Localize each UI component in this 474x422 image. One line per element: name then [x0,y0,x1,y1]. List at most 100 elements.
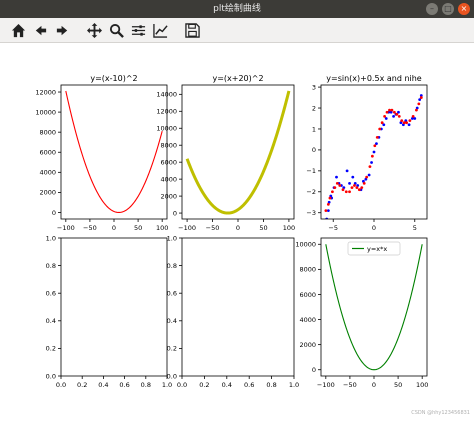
x-tick-label: 0.8 [266,381,276,389]
y-tick-label: 0.8 [46,262,56,270]
y-tick-label: 2 [312,104,316,112]
x-tick-label: 0.2 [77,381,87,389]
x-tick-label: −50 [206,224,220,232]
y-tick-label: 3 [312,83,316,91]
window-title: plt绘制曲线 [213,4,261,14]
x-tick-label: 0 [372,381,376,389]
y-tick-label: 0.4 [46,317,56,325]
maximize-button[interactable]: □ [442,3,454,15]
back-icon[interactable] [30,20,50,40]
x-tick-label: 0.4 [222,381,232,389]
scatter-point-nihe-3 [328,196,332,200]
x-tick-label: 0.6 [119,381,129,389]
subplot-1: −100 −50 0 50 100 0 2000 4000 6000 8000 10000 12000… [35,74,168,232]
scatter-point-nihe-26 [388,108,391,112]
scatter-point-nihe-2 [326,202,330,206]
y-tick-label: 10000 [35,108,56,116]
x-tick-label: −50 [83,224,97,232]
subplot-title: y=(x-10)^2 [90,74,137,83]
plot-area [65,90,163,214]
edit-axis-icon[interactable] [150,20,170,40]
close-button[interactable]: × [458,3,470,15]
subplot-3: −5 0 5 −3 −2 −1 0 1 2 3 y=sin(x)+0.5x and nihe [306,74,428,232]
x-tick-label: 0.0 [56,381,66,389]
y-tick-label: 14000 [156,91,177,99]
scatter-point-nihe-29 [395,112,399,116]
scatter-point-nihe-4 [331,190,334,194]
subplot-title: y=(x+20)^2 [212,74,263,83]
x-tick-label: 1.0 [289,381,299,389]
zoom-icon[interactable] [106,20,126,40]
scatter-point-nihe-13 [355,186,359,189]
scatter-point-nihe-34 [408,119,412,122]
forward-icon[interactable] [52,20,72,40]
scatter-point-data-25 [382,123,386,127]
y-tick-label: 2000 [39,189,56,197]
y-tick-label: 6000 [160,158,177,166]
x-tick-label: 0 [112,224,116,232]
x-tick-label: 100 [283,224,295,232]
scatter-point-nihe-27 [390,108,394,112]
y-tick-label: 4000 [160,175,177,183]
x-tick-label: 5 [413,224,417,232]
scatter-point-nihe-36 [415,108,418,112]
y-tick-label: 8000 [39,128,56,136]
save-icon[interactable] [182,20,202,40]
scatter-point-nihe-19 [370,154,374,158]
y-tick-label: 0 [173,209,177,217]
plot-area [185,90,291,215]
axes-frame [60,84,168,220]
scatter-point-nihe-35 [411,115,415,118]
scatter-point-data-37 [413,117,417,120]
scatter-point-data-26 [384,117,388,120]
series-line-1 [185,90,291,215]
x-tick-label: 0.0 [177,381,187,389]
y-tick-label: 0.4 [167,317,177,325]
y-tick-label: 1 [312,125,316,133]
scatter-point-data-2 [326,209,330,213]
figure-canvas[interactable]: −100 −50 0 50 100 0 2000 4000 6000 8000 10000 12000… [0,43,474,418]
figure-svg: −100 −50 0 50 100020004000600080001000012000… [35,74,428,389]
y-tick-label: 2000 [160,192,177,200]
y-tick-label: 0.0 [167,372,177,380]
minimize-button[interactable]: – [426,3,438,15]
y-tick-label: 2000 [299,341,316,349]
y-tick-label: 4000 [39,169,56,177]
scatter-point-nihe-20 [373,144,377,148]
x-tick-label: 0.6 [244,381,254,389]
series-line-1 [65,90,163,214]
scatter-point-nihe-15 [360,186,364,189]
x-tick-label: −50 [343,381,357,389]
x-tick-label: 0.2 [199,381,209,389]
x-tick-label: −5 [328,224,338,232]
axes-frame [181,84,295,220]
scatter-point-nihe-28 [392,110,396,114]
x-tick-label: 0.4 [98,381,108,389]
toolbar [0,18,474,43]
x-tick-label: 100 [416,381,428,389]
watermark: CSDN @hhy123456831 [411,410,470,416]
scatter-point-nihe-21 [375,135,379,139]
pan-icon[interactable] [84,20,104,40]
window-titlebar: plt绘制曲线 – □ × [0,0,474,18]
y-tick-label: 0.6 [46,290,56,298]
scatter-point-nihe-37 [417,102,421,106]
x-tick-label: 50 [394,381,402,389]
scatter-point-data-7 [335,175,338,179]
y-tick-label: 0 [312,366,316,374]
y-tick-label: −2 [306,188,316,196]
scatter-point-nihe-16 [362,182,366,185]
scatter-point-nihe-10 [348,190,351,194]
series-line-1 [325,244,423,371]
y-tick-label: 6000 [299,291,316,299]
scatter-point-nihe-17 [365,175,369,179]
subplot-title: y=sin(x)+0.5x and nihe [326,74,422,83]
home-icon[interactable] [8,20,28,40]
plot-area [324,94,423,219]
plot-area [325,244,423,371]
configure-subplots-icon[interactable] [128,20,148,40]
legend-box [347,241,401,256]
scatter-point-nihe-33 [405,121,409,125]
subplot-6: −100 −50 0 50 100 0 2000 4000 6000 8000 10000 y=x*x [295,237,428,389]
x-tick-label: −100 [57,224,75,232]
